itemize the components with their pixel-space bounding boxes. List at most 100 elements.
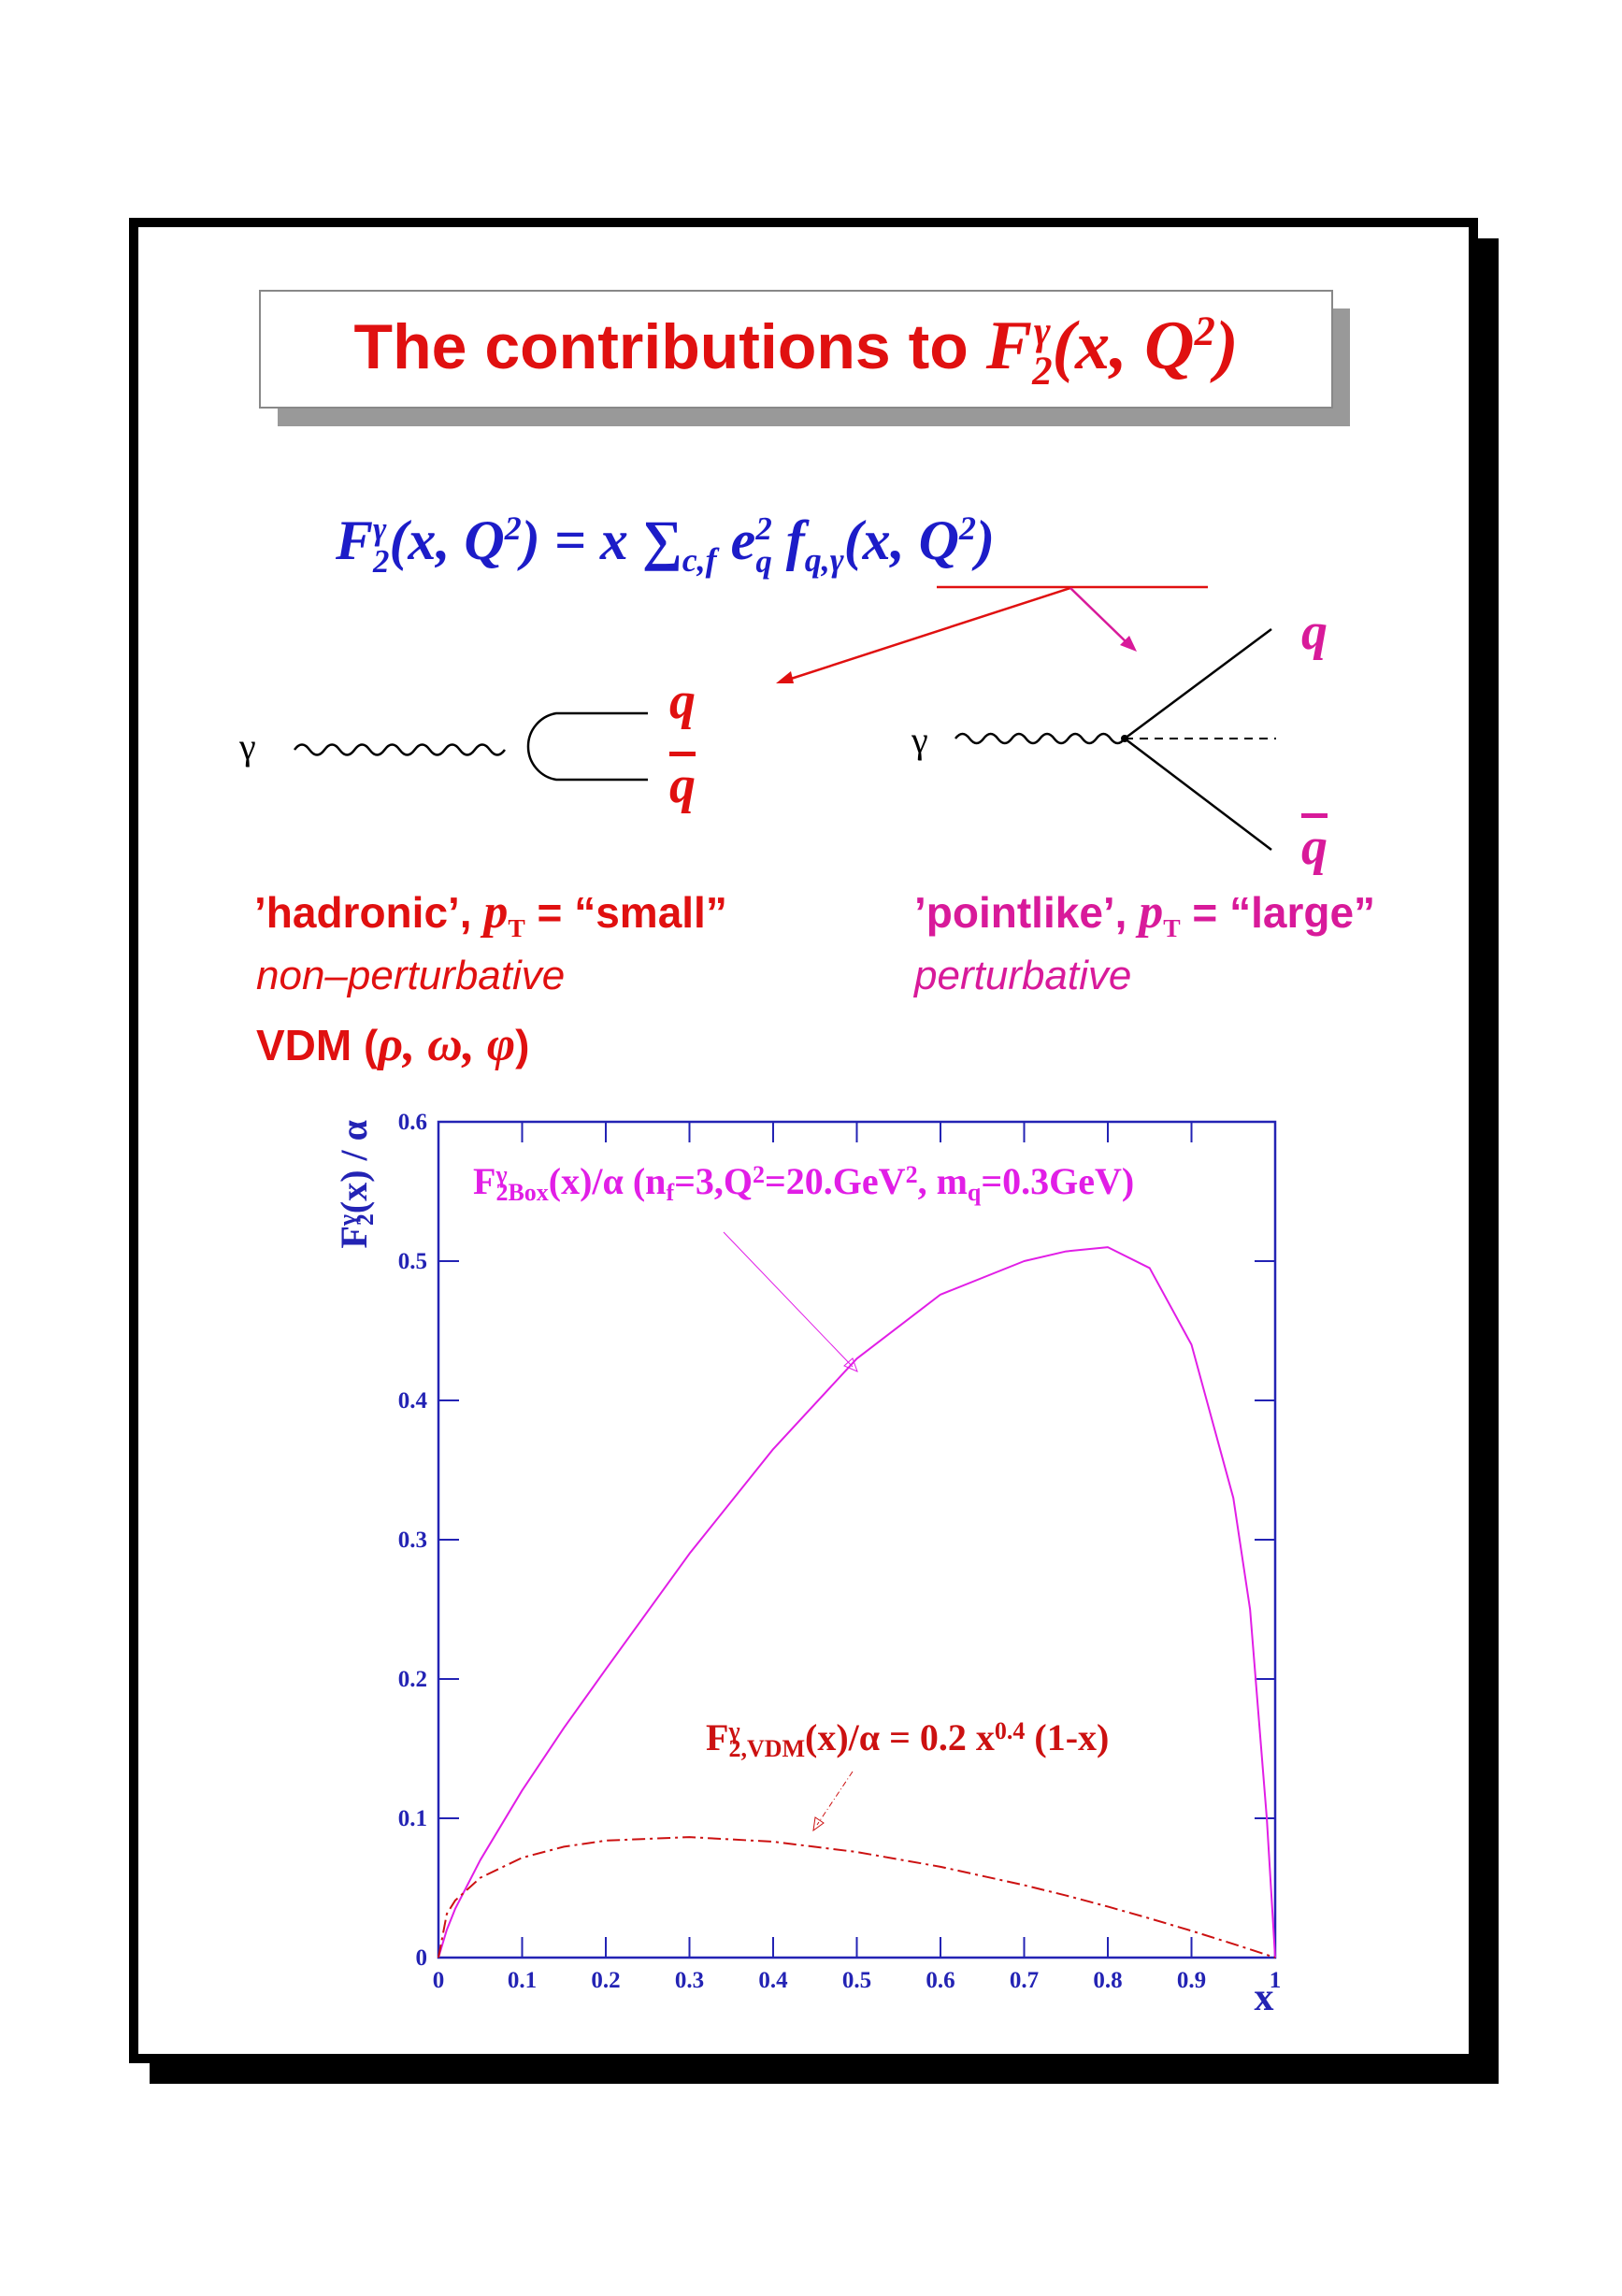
math: ) = x ∑	[521, 509, 682, 571]
math: ρ, ω, φ	[378, 1018, 516, 1071]
text-part: γ	[495, 1161, 507, 1188]
text-part: F	[333, 1226, 375, 1248]
text-part: 2,VDM	[728, 1735, 805, 1762]
sub: c,f	[682, 541, 717, 579]
text-part: q	[968, 1179, 982, 1206]
vertex	[1121, 735, 1128, 742]
text-part: 2	[906, 1161, 918, 1188]
arrow	[784, 586, 1071, 682]
text: VDM (	[256, 1021, 379, 1069]
y-tick-label: 0.5	[398, 1249, 427, 1274]
frame	[129, 218, 1478, 2063]
quark-label: q	[669, 672, 696, 730]
math: p	[483, 885, 509, 939]
x-tick-label: 0.8	[1093, 1968, 1122, 1993]
photon-label: γ	[238, 725, 256, 768]
sub: q,γ	[804, 541, 844, 579]
y-tick-label: 0.2	[398, 1667, 427, 1692]
x-tick-label: 0.6	[926, 1968, 955, 1993]
text-part: (x)/α (n	[549, 1160, 667, 1202]
non-perturbative: non–perturbative	[256, 953, 566, 998]
x-tick-label: 0.9	[1177, 1968, 1206, 1993]
arrow-head	[1120, 636, 1137, 652]
sub: 2	[373, 543, 390, 581]
title-box	[259, 290, 1333, 409]
y-tick-label: 0.4	[398, 1388, 428, 1413]
text-part: (x) / α	[333, 1120, 375, 1213]
arrow-head	[812, 1816, 825, 1832]
sup: 2	[504, 509, 522, 547]
math: F	[985, 308, 1033, 384]
text: )	[515, 1021, 530, 1069]
x-tick-label: 0.3	[675, 1968, 704, 1993]
quark-label: q	[1301, 603, 1328, 661]
text-part: γ	[727, 1717, 739, 1744]
photon-label: γ	[911, 719, 928, 761]
x-tick-label: 1	[1270, 1968, 1282, 1993]
sup: 2	[1194, 307, 1215, 354]
annotation-arrow	[816, 1771, 854, 1826]
text-part: 2	[352, 1213, 379, 1226]
math: )	[1214, 308, 1239, 384]
math: )	[976, 509, 995, 571]
photon-line	[955, 732, 1126, 745]
arrow-head	[776, 671, 794, 683]
antiquark-label: q	[1301, 818, 1328, 876]
text-part: f	[666, 1179, 674, 1206]
perturbative: perturbative	[914, 953, 1132, 998]
sub: T	[508, 913, 525, 943]
text-part: =0.3GeV)	[981, 1160, 1134, 1202]
x-tick-label: 0.4	[758, 1968, 788, 1993]
quark-line	[1124, 627, 1272, 740]
series-annotation: Fγ​2Box​(x)/α (nf​=3,Q2​=20.GeV2​, mq​=0…	[473, 1160, 1134, 1206]
y-tick-label: 0.6	[398, 1110, 427, 1135]
math: e	[730, 509, 756, 571]
y-tick-label: 0	[416, 1945, 428, 1971]
series-annotation: Fγ​2,VDM​(x)/α = 0.2 x0.4​ (1-x)	[706, 1716, 1109, 1762]
text-part: =3,Q	[674, 1160, 753, 1202]
math: (x, Q	[389, 509, 505, 571]
x-tick-label: 0.5	[842, 1968, 871, 1993]
math: F	[336, 509, 374, 571]
x-axis-label: x	[1255, 1976, 1274, 2019]
y-axis-label: Fγ​2​(x) / α	[333, 1120, 379, 1249]
annotation-arrow	[723, 1231, 854, 1368]
text-part: 2Box	[495, 1179, 548, 1206]
sup: 2	[755, 510, 772, 548]
hadronic-label: ’hadronic’, pT = “small”	[254, 885, 727, 941]
sup: γ	[373, 510, 387, 548]
sub: T	[1163, 913, 1181, 943]
x-tick-label: 0.1	[508, 1968, 537, 1993]
math: f	[785, 509, 805, 571]
series-line	[438, 1836, 1276, 1959]
text: = “small”	[524, 888, 727, 937]
photon-line	[293, 743, 507, 756]
title-text: The contributions to	[353, 311, 969, 382]
text-part: (1-x)	[1025, 1716, 1109, 1758]
sub: q	[755, 543, 772, 581]
x-tick-label: 0.2	[591, 1968, 620, 1993]
text-part: 2	[753, 1161, 765, 1188]
antiquark-label: q	[669, 756, 696, 814]
y-tick-label: 0.1	[398, 1806, 427, 1831]
text-part: 0.4	[995, 1717, 1026, 1744]
y-tick-label: 0.3	[398, 1528, 427, 1553]
quark-line	[1124, 738, 1272, 851]
arrow-head	[843, 1357, 858, 1372]
pointlike-label: ’pointlike’, pT = “large”	[914, 885, 1375, 941]
sup: γ	[1033, 309, 1051, 354]
series-line	[438, 1246, 1276, 1959]
text: ’pointlike’,	[914, 888, 1140, 937]
sub: 2	[1032, 350, 1053, 395]
quark-loop	[526, 711, 648, 782]
math: p	[1139, 885, 1164, 939]
text-part: γ	[334, 1214, 361, 1227]
x-tick-label: 0.7	[1010, 1968, 1039, 1993]
math: (x, Q	[843, 509, 959, 571]
